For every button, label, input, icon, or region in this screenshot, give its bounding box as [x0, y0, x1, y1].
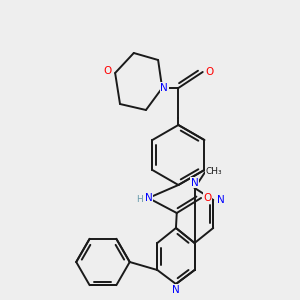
Text: N: N — [145, 193, 152, 203]
Text: O: O — [203, 193, 212, 203]
Text: O: O — [104, 66, 112, 76]
Text: N: N — [217, 195, 224, 205]
Text: O: O — [205, 67, 213, 77]
Text: CH₃: CH₃ — [206, 167, 222, 176]
Text: H: H — [136, 195, 143, 204]
Text: N: N — [191, 178, 199, 188]
Text: N: N — [160, 83, 168, 93]
Text: N: N — [172, 285, 180, 295]
